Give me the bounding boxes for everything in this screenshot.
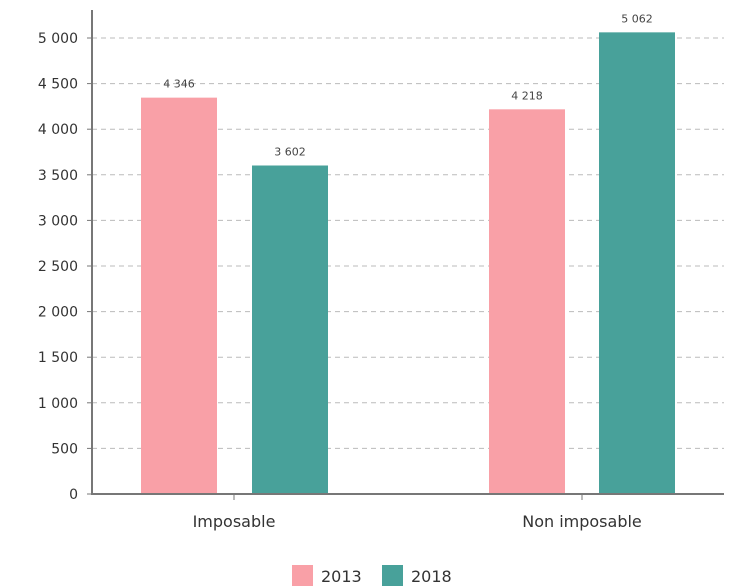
y-tick-label-2500: 2 500 (38, 259, 78, 275)
bar-non-imposable-2013 (489, 109, 565, 495)
data-label-non-imposable-2013: 4 218 (511, 89, 543, 102)
y-tick-label-0: 0 (69, 487, 78, 503)
bars (141, 32, 675, 495)
data-label-imposable-2013: 4 346 (163, 78, 195, 91)
data-labels: 4 346 4 218 3 602 5 062 (163, 12, 653, 158)
x-category-label-imposable: Imposable (193, 512, 276, 531)
bar-imposable-2013 (141, 97, 217, 494)
legend-swatch-2018 (382, 565, 403, 586)
bar-non-imposable-2018 (599, 32, 675, 494)
x-axis-category-labels: Imposable Non imposable (193, 512, 642, 531)
y-tick-label-1000: 1 000 (38, 396, 78, 412)
bar-imposable-2018 (252, 165, 328, 494)
y-tick-label-500: 500 (51, 441, 78, 457)
y-tick-label-2000: 2 000 (38, 305, 78, 321)
legend-swatch-2013 (292, 565, 313, 586)
y-tick-label-1500: 1 500 (38, 350, 78, 366)
legend-label-2013: 2013 (321, 567, 362, 586)
data-label-imposable-2018: 3 602 (274, 145, 306, 158)
legend: 2013 2018 (292, 565, 452, 586)
x-category-label-non-imposable: Non imposable (522, 512, 642, 531)
legend-label-2018: 2018 (411, 567, 452, 586)
data-label-non-imposable-2018: 5 062 (621, 12, 653, 25)
y-tick-label-4500: 4 500 (38, 77, 78, 93)
y-tick-label-4000: 4 000 (38, 122, 78, 138)
y-tick-label-3000: 3 000 (38, 213, 78, 229)
y-axis-tick-labels: 0 500 1 000 1 500 2 000 2 500 3 000 3 500 4 000 4… (38, 31, 78, 503)
y-tick-label-5000: 5 000 (38, 31, 78, 47)
y-tick-label-3500: 3 500 (38, 168, 78, 184)
axes (91, 10, 724, 500)
